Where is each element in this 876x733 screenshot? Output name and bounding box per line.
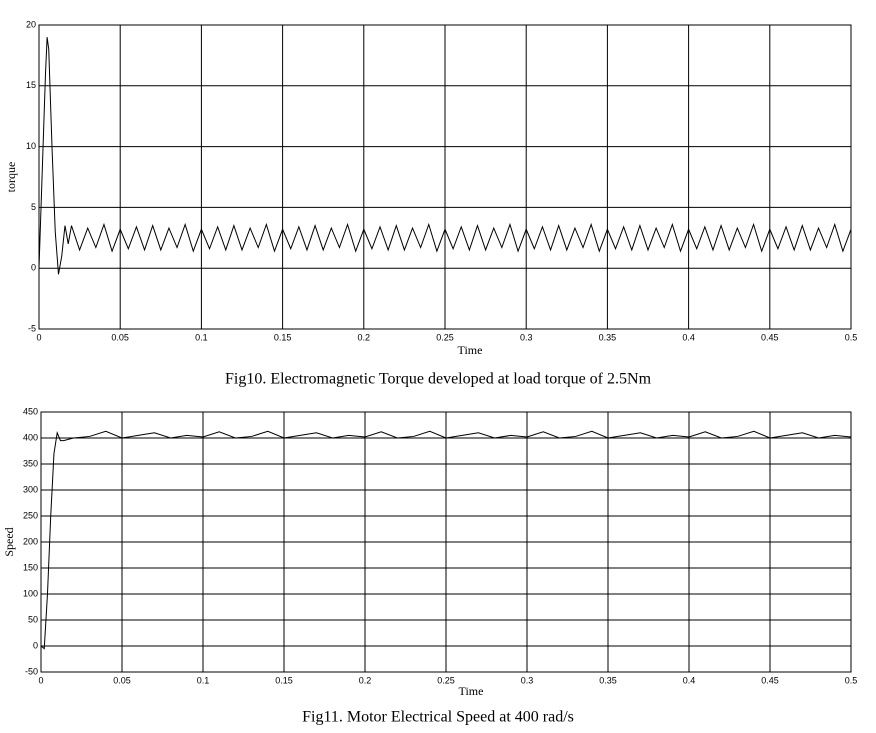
x-tick-label: 0.5 (845, 332, 858, 342)
y-tick-label: 200 (23, 536, 38, 546)
y-tick-label: 100 (23, 588, 38, 598)
chart-caption: Fig10. Electromagnetic Torque developed … (225, 371, 652, 388)
x-tick-label: 0 (38, 675, 43, 685)
chart-caption: Fig11. Motor Electrical Speed at 400 rad… (302, 709, 574, 726)
x-tick-label: 0.25 (437, 675, 455, 685)
x-tick-label: 0.25 (436, 332, 454, 342)
y-tick-label: 0 (33, 640, 38, 650)
y-tick-label: 5 (31, 202, 36, 212)
y-tick-label: 0 (31, 263, 36, 273)
y-axis-label: torque (4, 162, 18, 193)
x-tick-label: 0.4 (682, 332, 695, 342)
x-tick-label: 0.45 (761, 675, 779, 685)
x-tick-label: 0.45 (761, 332, 779, 342)
x-tick-label: 0.3 (520, 332, 533, 342)
x-tick-label: 0.5 (845, 675, 858, 685)
x-tick-label: 0.2 (358, 332, 371, 342)
x-tick-label: 0.05 (113, 675, 131, 685)
y-tick-label: 15 (26, 80, 36, 90)
y-tick-label: -5 (28, 323, 36, 333)
y-tick-label: 150 (23, 562, 38, 572)
x-tick-label: 0.35 (599, 675, 617, 685)
y-tick-label: 50 (28, 614, 38, 624)
y-tick-label: 10 (26, 141, 36, 151)
x-tick-label: 0.4 (683, 675, 696, 685)
x-tick-label: 0.2 (359, 675, 372, 685)
y-tick-label: 350 (23, 458, 38, 468)
x-tick-label: 0 (36, 332, 41, 342)
y-tick-label: 300 (23, 484, 38, 494)
x-tick-label: 0.05 (111, 332, 129, 342)
y-tick-label: 400 (23, 432, 38, 442)
y-axis-label: Speed (2, 527, 16, 556)
y-tick-label: 250 (23, 510, 38, 520)
data-line (38, 37, 852, 275)
x-tick-label: 0.35 (599, 332, 617, 342)
x-axis-label: Time (458, 343, 483, 357)
y-tick-label: -50 (25, 666, 38, 676)
x-tick-label: 0.15 (275, 675, 293, 685)
x-tick-label: 0.15 (274, 332, 292, 342)
x-tick-label: 0.1 (195, 332, 208, 342)
y-tick-label: 20 (26, 19, 36, 29)
x-tick-label: 0.1 (197, 675, 210, 685)
data-line (40, 430, 852, 650)
x-tick-label: 0.3 (521, 675, 534, 685)
x-axis-label: Time (459, 684, 484, 698)
y-tick-label: 450 (23, 406, 38, 416)
